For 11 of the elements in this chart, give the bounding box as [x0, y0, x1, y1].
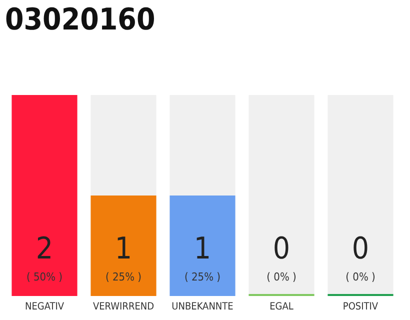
x-tick-label: POSITIV: [342, 302, 379, 312]
x-tick-label: EGAL: [270, 302, 294, 312]
data-label: 0 ( 0% ): [346, 232, 376, 284]
x-tick-label: VERWIRREND: [92, 302, 154, 312]
data-label: 1 ( 25% ): [105, 232, 142, 284]
x-tick-label: NEGATIV: [24, 302, 65, 312]
x-tick-label: UNBEKANNTE: [172, 302, 234, 312]
data-label: 0 ( 0% ): [266, 232, 296, 284]
data-label: 2 ( 50% ): [26, 232, 63, 284]
data-label: 1 ( 25% ): [184, 232, 221, 284]
chart-title: 03020160: [5, 2, 156, 38]
